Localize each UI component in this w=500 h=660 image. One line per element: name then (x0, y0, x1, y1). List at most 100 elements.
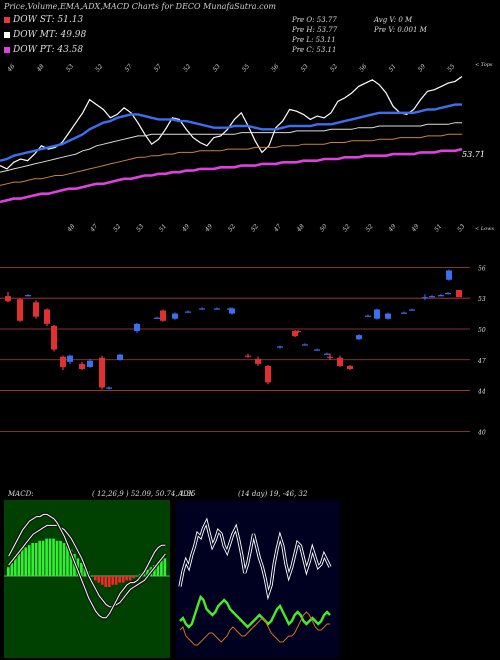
candle-body (446, 270, 452, 280)
adx-series-line (179, 594, 331, 629)
candle-body (365, 315, 371, 317)
macd-histogram-bar (62, 543, 66, 576)
bottom-tick-label: 47 (88, 223, 99, 234)
candle-body (172, 313, 178, 319)
macd-histogram-bar (52, 538, 55, 576)
candle-body (327, 356, 333, 358)
candle-body (385, 313, 391, 319)
adx-background (176, 500, 340, 658)
macd-histogram-bar (160, 560, 163, 576)
candle-body (33, 302, 39, 317)
macd-histogram-bar (80, 562, 83, 576)
macd-histogram-bar (107, 576, 111, 587)
candle-body (374, 309, 380, 319)
bottom-tick-label: 52 (112, 223, 122, 233)
top-tick-label: 59 (417, 63, 427, 73)
candle-body (445, 293, 451, 295)
bottom-tick-label: 47 (272, 223, 283, 234)
candle-body (117, 354, 123, 360)
macd-histogram-bar (55, 540, 59, 576)
candle-body (79, 363, 85, 369)
macd-signal-line (8, 524, 166, 608)
legend-swatch-st (4, 16, 10, 23)
candle-body (185, 311, 191, 313)
top-tick-label: 56 (358, 63, 368, 73)
top-tick-label: 53 (212, 63, 222, 73)
macd-histogram-bar (114, 576, 118, 585)
price-tick-label: 44 (477, 389, 486, 396)
top-tick-label: 52 (94, 63, 104, 73)
candle-body (429, 296, 435, 298)
adx-params: (14 day) 19, -46, 32 (238, 490, 308, 498)
top-tick-label: 56 (270, 63, 280, 73)
candle-body (245, 355, 251, 357)
macd-histogram-bar (83, 567, 87, 576)
price-tick-label: 40 (477, 430, 486, 437)
candle-body (422, 297, 428, 299)
top-tick-label: 53 (65, 63, 75, 73)
macd-histogram-bar (41, 540, 45, 576)
macd-histogram-bar (20, 549, 24, 576)
macd-histogram-bar (156, 562, 160, 576)
price-pane: 56 53 50 47 44 40 (0, 265, 486, 437)
macd-histogram-bar (24, 547, 28, 576)
candle-body (154, 317, 160, 319)
top-tick-label: 52 (182, 63, 192, 73)
legend-swatch-mt (4, 31, 10, 38)
bottom-tick-label: 52 (364, 223, 374, 233)
top-tick-label: 55 (241, 63, 251, 73)
candle-body (347, 365, 353, 369)
candle-body (324, 353, 330, 355)
macd-histogram-bar (100, 576, 104, 585)
candle-body (314, 349, 320, 351)
top-tick-label: 48 (35, 63, 46, 74)
candle-body (229, 308, 235, 314)
macd-histogram-bar (13, 558, 17, 576)
candle-body (44, 309, 50, 324)
candle-body (409, 309, 415, 311)
candle-body (5, 296, 11, 302)
top-tick-label: 53 (300, 63, 310, 73)
tops-label: < Tops (475, 62, 493, 68)
bottom-tick-label: 49 (180, 223, 191, 234)
candle-body (438, 295, 444, 297)
macd-histogram-bar (111, 576, 115, 585)
candle-body (134, 323, 140, 332)
macd-histogram-bar (93, 576, 97, 581)
last-price-label: 53.71 (462, 150, 485, 159)
bottom-tick-label: 52 (227, 223, 237, 233)
ema-series-line (0, 133, 462, 186)
bottom-tick-label: 49 (203, 223, 214, 234)
candle-body (302, 344, 308, 346)
top-tick-label: 52 (329, 63, 339, 73)
top-tick-label: 46 (6, 63, 17, 74)
macd-histogram-bar (69, 549, 73, 576)
macd-histogram-bar (118, 576, 121, 583)
bottom-tick-label: 52 (250, 223, 260, 233)
macd-histogram-bar (66, 545, 69, 576)
price-tick-label: 50 (478, 327, 486, 334)
macd-title: MACD: (8, 490, 34, 498)
bottom-tick-label: 52 (341, 223, 351, 233)
legend-dow-st: DOW ST: 51.13 (4, 15, 83, 25)
candle-body (60, 356, 66, 367)
bottom-tick-label: 51 (433, 223, 443, 233)
bottom-tick-label: 50 (319, 223, 329, 233)
candle-body (337, 357, 343, 366)
macd-pane (4, 500, 170, 658)
macd-histogram-bar (146, 569, 149, 576)
candle-body (106, 387, 112, 389)
bottom-tick-label: 48 (66, 223, 77, 234)
chart-title: Price,Volume,EMA,ADX,MACD Charts for DEC… (4, 2, 276, 11)
bottom-tick-label: 49 (387, 223, 398, 234)
top-tick-label: 55 (446, 63, 456, 73)
adx-series-line (179, 611, 330, 646)
macd-histogram-bar (121, 576, 125, 583)
legend-label-pt: DOW PT: 43.58 (13, 45, 84, 55)
bottom-tick-label: 53 (456, 223, 466, 233)
macd-histogram-bar (163, 558, 167, 576)
bottom-tick-label: 49 (410, 223, 421, 234)
macd-histogram-bar (45, 538, 48, 576)
macd-histogram-bar (132, 576, 135, 579)
